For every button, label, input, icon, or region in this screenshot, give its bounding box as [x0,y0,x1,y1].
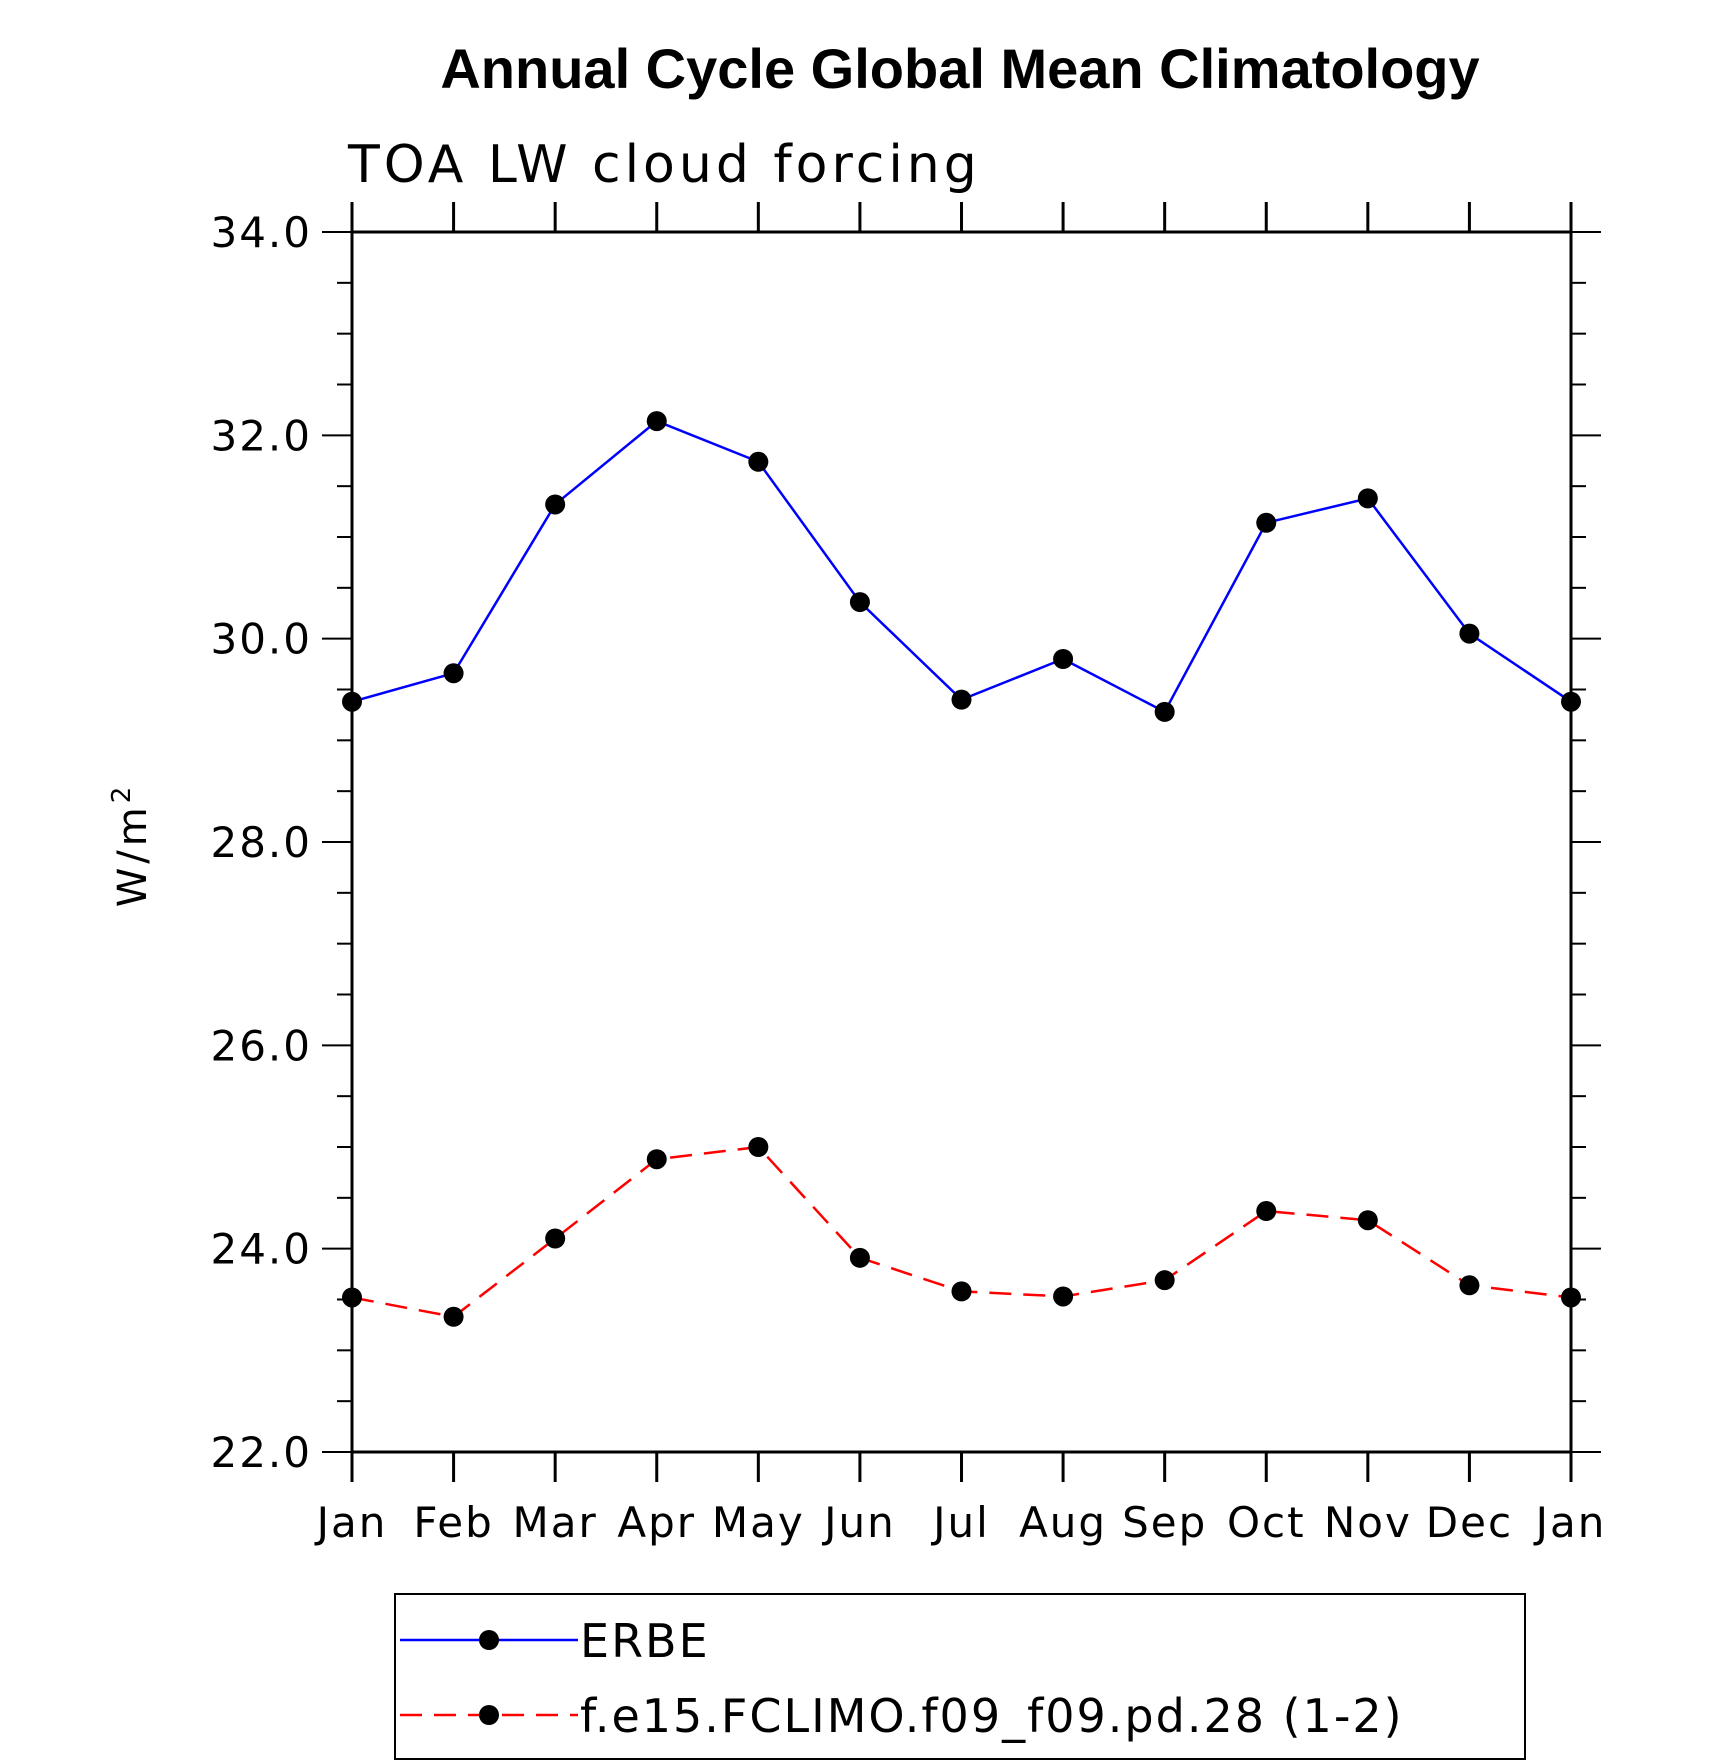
legend: ERBE f.e15.FCLIMO.f09_f09.pd.28 (1-2) [400,1614,1404,1743]
legend-label: ERBE [580,1614,710,1668]
data-point [951,689,972,710]
axis-ticks [322,202,1601,1482]
data-point [1256,1201,1277,1222]
x-tick-label: Apr [617,1498,696,1547]
x-tick-label: Jan [1533,1498,1607,1547]
data-point [1154,1270,1175,1291]
data-point [342,1287,362,1308]
series-line [351,419,1572,714]
y-tick-label: 30.0 [210,615,312,664]
data-point [951,1281,972,1302]
x-tick-label: Jun [821,1498,896,1547]
data-point [1357,1210,1378,1231]
data-point [1459,1275,1480,1296]
data-point [342,691,362,712]
y-tick-label: 34.0 [210,208,312,257]
data-point [1459,623,1480,644]
legend-marker [479,1630,499,1650]
x-tick-label: May [712,1498,805,1547]
chart-subtitle: TOA LW cloud forcing [347,135,981,195]
data-point [1561,691,1581,712]
x-tick-label: Mar [513,1498,598,1547]
legend-marker [479,1705,499,1725]
svg-text:W/m2: W/m2 [107,783,156,908]
chart-title: Annual Cycle Global Mean Climatology [440,37,1479,100]
data-point [1053,1286,1074,1307]
x-tick-label: Nov [1324,1498,1412,1547]
plot-area-frame [350,230,1573,1454]
data-point [1357,488,1378,509]
x-tick-label: Aug [1019,1498,1107,1547]
series-layer [342,411,1581,1327]
y-axis-label-text: W/m [110,803,156,907]
x-tick-labels: Jan Feb Mar Apr May Jun Jul Aug Sep Oct Nov Dec Jan [314,1498,1607,1547]
data-point [545,1228,566,1249]
x-tick-label: Oct [1227,1498,1306,1547]
data-point [443,1306,464,1327]
x-tick-label: Jul [930,1498,990,1547]
y-axis-label: W/m2 [107,783,156,908]
data-point [646,411,667,432]
data-point [443,663,464,684]
data-point [849,592,870,613]
y-tick-label: 28.0 [210,818,312,867]
data-point [1053,649,1074,669]
y-tick-label: 32.0 [210,411,312,460]
data-point [849,1247,870,1268]
legend-box [394,1593,1526,1760]
data-point [748,1137,769,1157]
y-tick-labels: 22.0 24.0 26.0 28.0 30.0 32.0 34.0 [210,208,312,1477]
x-tick-label: Sep [1122,1498,1207,1547]
data-point [545,494,566,515]
data-point [748,451,769,472]
legend-label: f.e15.FCLIMO.f09_f09.pd.28 (1-2) [580,1689,1404,1743]
y-tick-label: 26.0 [210,1021,312,1070]
y-tick-label: 22.0 [210,1428,312,1477]
x-tick-label: Feb [413,1498,493,1547]
x-tick-label: Dec [1426,1498,1513,1547]
data-point [1561,1287,1581,1308]
y-axis-label-superscript: 2 [107,783,137,804]
data-point [1256,512,1277,533]
x-tick-label: Jan [314,1498,388,1547]
data-point [1154,701,1175,722]
y-tick-label: 24.0 [210,1225,312,1274]
data-point [646,1149,667,1170]
